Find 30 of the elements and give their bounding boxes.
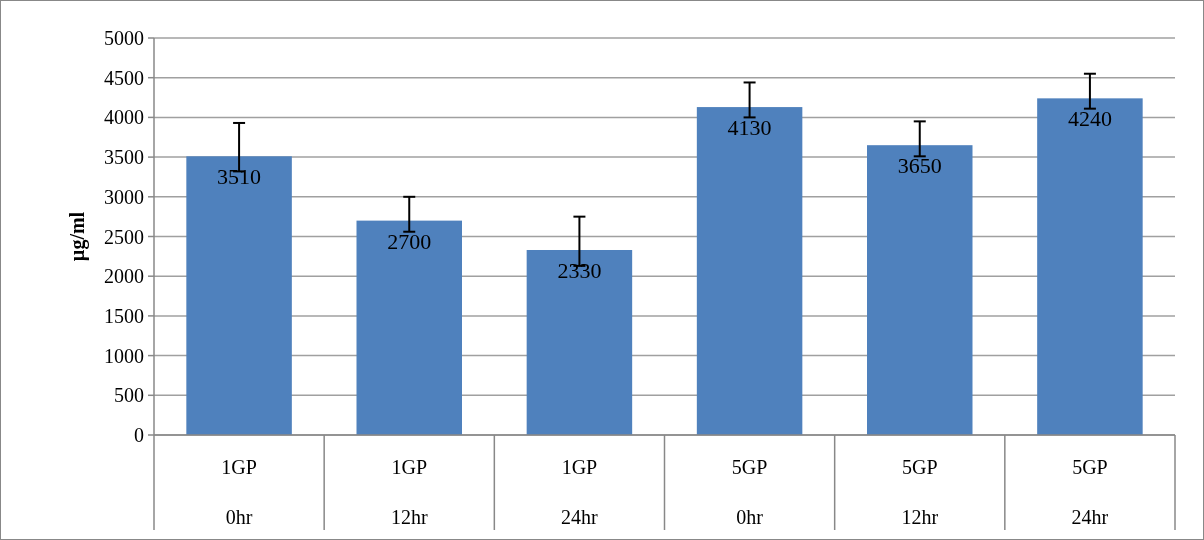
bar <box>186 156 292 435</box>
data-label: 4240 <box>1067 106 1112 132</box>
y-tick-label: 3000 <box>104 185 144 208</box>
category-label: 1GP 12hr <box>390 456 428 528</box>
bar <box>1037 98 1143 435</box>
data-label: 2700 <box>387 228 432 254</box>
data-label: 3510 <box>217 164 262 190</box>
bar <box>356 220 462 435</box>
y-tick-label: 4500 <box>104 66 144 89</box>
y-tick-label: 0 <box>134 424 144 446</box>
y-tick-label: 1500 <box>104 304 144 327</box>
data-label: 4130 <box>727 115 772 141</box>
category-label: 5GP 24hr <box>1071 456 1109 528</box>
y-tick-label: 1000 <box>104 344 144 367</box>
bar <box>696 107 803 435</box>
bar <box>526 250 633 435</box>
category-label: 1GP 0hr <box>221 456 257 528</box>
y-tick-label: 3500 <box>104 146 144 169</box>
y-tick-label: 5000 <box>104 27 144 49</box>
category-label: 5GP 0hr <box>731 456 768 528</box>
y-axis-title: µg/ml <box>66 211 89 262</box>
y-tick-label: 2500 <box>104 225 144 248</box>
category-label: 5GP 12hr <box>901 456 939 528</box>
y-tick-label: 4000 <box>104 106 144 129</box>
category-label: 1GP 24hr <box>561 456 598 528</box>
data-label: 2330 <box>557 258 602 283</box>
data-label: 3650 <box>897 153 942 179</box>
y-tick-label: 500 <box>114 384 144 407</box>
bar <box>867 145 973 435</box>
y-tick-label: 2000 <box>104 265 144 288</box>
